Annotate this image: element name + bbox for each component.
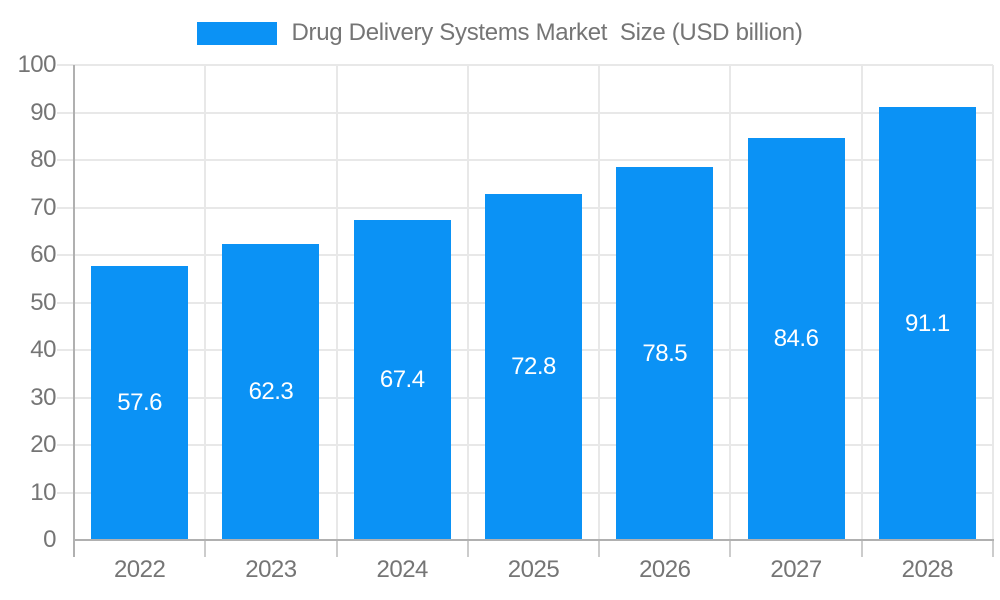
x-axis-tick-label: 2026 [639,556,691,583]
bar-value-label: 67.4 [379,365,425,393]
x-axis-tick-label: 2027 [770,556,822,583]
vertical-gridline [204,65,207,540]
vertical-gridline [598,65,601,540]
legend-swatch [197,21,278,45]
bar-value-label: 84.6 [773,325,819,353]
y-axis-tick-label: 60 [30,241,56,268]
bar-2027[interactable]: 84.6 [747,138,845,540]
x-axis-minor-tick [335,541,338,557]
vertical-gridline [466,65,469,540]
vertical-gridline [335,65,338,540]
bar-2022[interactable]: 57.6 [91,266,189,540]
vertical-gridline [992,65,994,540]
bar-value-label: 72.8 [511,353,556,381]
x-axis-minor-tick [860,541,863,557]
legend-label: Drug Delivery Systems Market Size (USD b… [291,19,803,46]
x-axis-tick-label: 2022 [113,556,166,583]
horizontal-gridline [57,111,993,114]
x-axis-tick-label: 2023 [245,556,297,583]
x-axis-minor-tick [598,541,601,557]
x-axis-minor-tick [204,541,207,557]
y-axis-tick-label: 90 [30,98,56,126]
vertical-gridline [860,65,863,540]
x-axis-minor-tick [466,541,469,557]
y-axis-line [73,65,75,542]
bar-value-label: 91.1 [904,309,950,337]
y-axis-tick-label: 30 [30,383,56,411]
bar-value-label: 62.3 [248,378,294,406]
x-axis-minor-tick [729,541,732,557]
chart-legend: Drug Delivery Systems Market Size (USD b… [0,19,1000,47]
y-axis-tick-label: 20 [30,431,56,458]
bar-value-label: 57.6 [117,389,162,417]
y-axis-tick-label: 0 [43,526,56,553]
y-axis-tick-label: 10 [30,478,56,506]
bar-2025[interactable]: 72.8 [485,194,582,540]
x-axis-tick-label: 2024 [376,556,429,583]
bar-2028[interactable]: 91.1 [878,107,976,540]
horizontal-gridline [57,159,993,161]
horizontal-gridline [57,64,993,66]
bar-2026[interactable]: 78.5 [616,167,714,540]
vertical-gridline [729,65,732,540]
y-axis-tick-label: 40 [30,336,56,363]
x-axis-minor-tick [73,541,75,557]
bar-2024[interactable]: 67.4 [353,219,451,540]
bar-value-label: 78.5 [642,339,688,367]
x-axis-minor-tick [992,541,994,557]
bar-2023[interactable]: 62.3 [222,244,320,540]
x-axis-tick-label: 2028 [901,556,954,583]
x-axis-line [73,539,994,541]
y-axis-tick-label: 100 [17,51,56,78]
y-axis-tick-label: 70 [30,193,56,221]
y-axis-tick-label: 80 [30,146,56,173]
y-axis-tick-label: 50 [30,288,56,316]
x-axis-tick-label: 2025 [507,556,560,583]
